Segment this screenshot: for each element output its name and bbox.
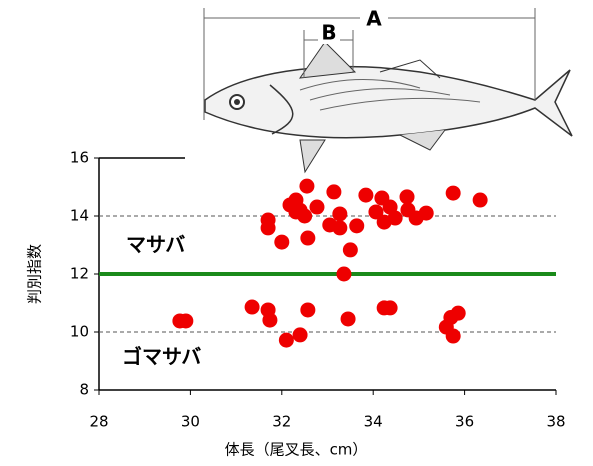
- point: [358, 188, 373, 203]
- point: [279, 333, 294, 348]
- chart: 体長（尾叉長、cm） 判別指数 マサバ ゴマサバ 8 10 12 14 16 28 30 32…: [0, 0, 593, 466]
- point: [341, 311, 356, 326]
- point: [293, 327, 308, 342]
- dimension-label: B: [321, 21, 336, 45]
- point: [300, 231, 315, 246]
- y-axis-label: 判別指数: [26, 244, 44, 304]
- y-tick-label: 12: [70, 265, 89, 283]
- point: [326, 184, 341, 199]
- x-tick-label: 36: [455, 413, 474, 431]
- point: [297, 209, 312, 224]
- x-tick-label: 38: [546, 413, 565, 431]
- point: [309, 200, 324, 215]
- point: [274, 235, 289, 250]
- fish-illustration: A B: [204, 7, 572, 173]
- annotation: マサバ: [126, 233, 185, 257]
- point: [332, 220, 347, 235]
- point: [332, 206, 347, 221]
- point: [400, 189, 415, 204]
- eye: [234, 99, 240, 105]
- point: [178, 313, 193, 328]
- x-tick-label: 28: [89, 413, 108, 431]
- point: [419, 206, 434, 221]
- page: 体長（尾叉長、cm） 判別指数 マサバ ゴマサバ 8 10 12 14 16 28 30 32…: [0, 0, 593, 466]
- x-tick-label: 34: [364, 413, 383, 431]
- point: [261, 220, 276, 235]
- point: [299, 179, 314, 194]
- point: [343, 242, 358, 257]
- x-tick-label: 32: [272, 413, 291, 431]
- fin: [300, 140, 325, 172]
- point: [383, 300, 398, 315]
- annotation: ゴマサバ: [122, 345, 201, 369]
- point: [336, 267, 351, 282]
- y-tick-label: 16: [70, 149, 89, 167]
- dimension-label: A: [366, 7, 382, 31]
- y-tick-label: 14: [70, 207, 89, 225]
- point: [262, 313, 277, 328]
- point: [245, 300, 260, 315]
- point: [446, 329, 461, 344]
- fin: [300, 42, 355, 78]
- fish-body: [205, 67, 572, 138]
- point: [300, 302, 315, 317]
- point: [443, 310, 458, 325]
- x-axis-label: 体長（尾叉長、cm）: [225, 441, 368, 459]
- point: [349, 218, 364, 233]
- point: [388, 211, 403, 226]
- y-tick-label: 10: [70, 323, 89, 341]
- y-tick-label: 8: [79, 381, 89, 399]
- point: [473, 193, 488, 208]
- x-tick-label: 30: [181, 413, 200, 431]
- point: [446, 186, 461, 201]
